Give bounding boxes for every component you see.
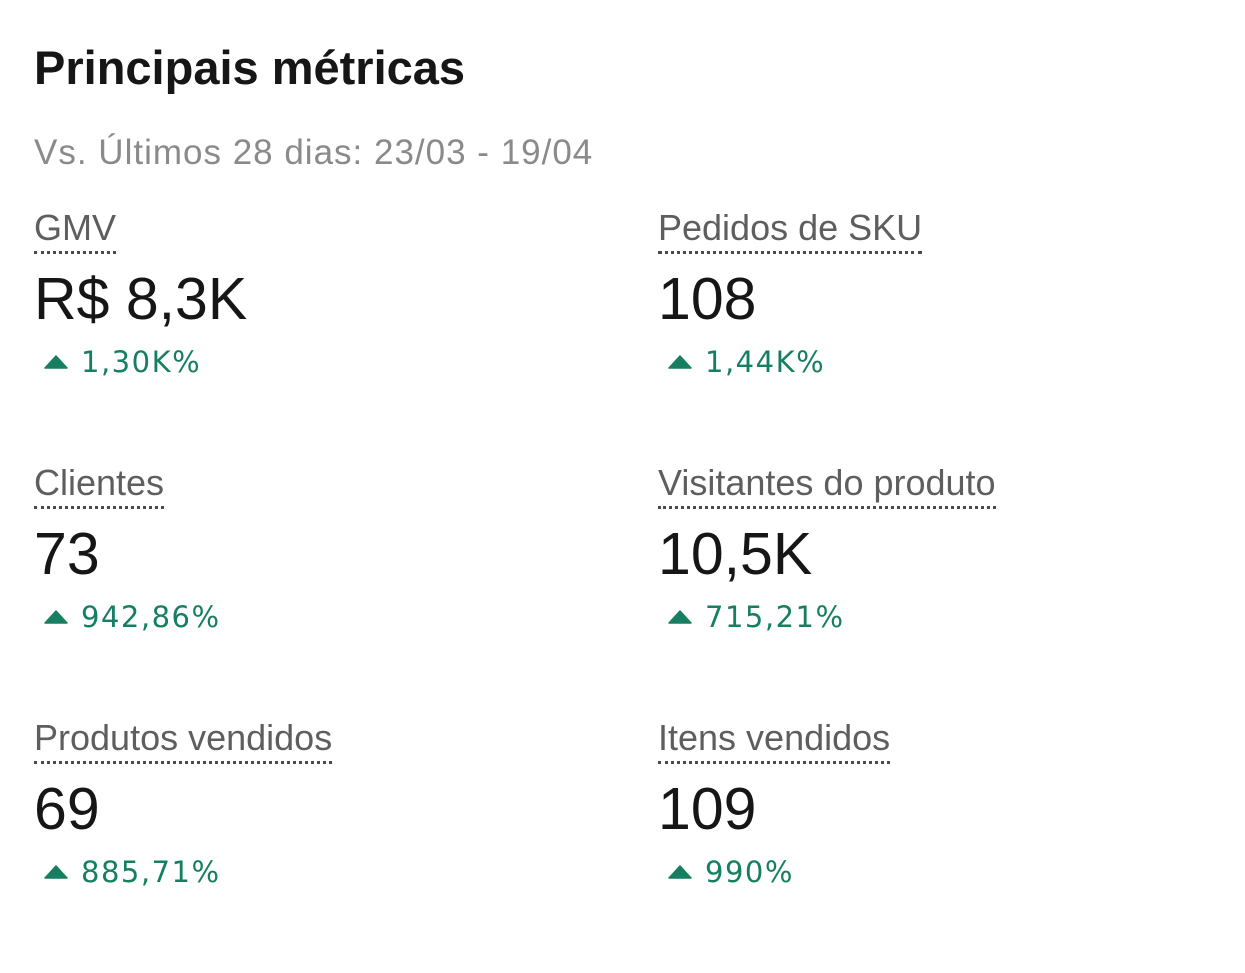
metric-change-text: 1,30K% <box>81 345 202 379</box>
triangle-up-icon <box>44 865 68 879</box>
metric-card-product-visitors[interactable]: Visitantes do produto 10,5K 715,21% <box>658 462 1218 635</box>
comparison-period: Vs. Últimos 28 dias: 23/03 - 19/04 <box>34 133 594 172</box>
metric-card-sku-orders[interactable]: Pedidos de SKU 108 1,44K% <box>658 207 1218 380</box>
metric-label[interactable]: Produtos vendidos <box>34 717 333 764</box>
metric-change: 715,21% <box>668 599 1218 635</box>
metric-value: 69 <box>34 776 100 842</box>
metric-value: 73 <box>34 521 100 587</box>
triangle-up-icon <box>44 355 68 369</box>
metric-change: 885,71% <box>44 854 594 890</box>
metric-change-text: 942,86% <box>81 600 221 634</box>
triangle-up-icon <box>668 355 692 369</box>
metric-card-customers[interactable]: Clientes 73 942,86% <box>34 462 594 635</box>
metric-change: 1,30K% <box>44 344 594 380</box>
metric-label[interactable]: Itens vendidos <box>658 717 891 764</box>
metric-change-text: 715,21% <box>705 600 845 634</box>
metric-change: 942,86% <box>44 599 594 635</box>
metric-value: R$ 8,3K <box>34 266 248 332</box>
page-title: Principais métricas <box>34 41 466 94</box>
metric-label[interactable]: GMV <box>34 207 117 254</box>
metric-value: 109 <box>658 776 757 842</box>
metric-change-text: 1,44K% <box>705 345 826 379</box>
triangle-up-icon <box>668 610 692 624</box>
metric-card-items-sold[interactable]: Itens vendidos 109 990% <box>658 717 1218 890</box>
metric-change: 990% <box>668 854 1218 890</box>
metric-change: 1,44K% <box>668 344 1218 380</box>
metric-change-text: 885,71% <box>81 855 221 889</box>
metric-card-gmv[interactable]: GMV R$ 8,3K 1,30K% <box>34 207 594 380</box>
metric-value: 10,5K <box>658 521 813 587</box>
metric-label[interactable]: Visitantes do produto <box>658 462 996 509</box>
metric-value: 108 <box>658 266 757 332</box>
triangle-up-icon <box>44 610 68 624</box>
metric-change-text: 990% <box>705 855 794 889</box>
metric-label[interactable]: Clientes <box>34 462 165 509</box>
metric-card-products-sold[interactable]: Produtos vendidos 69 885,71% <box>34 717 594 890</box>
triangle-up-icon <box>668 865 692 879</box>
metric-label[interactable]: Pedidos de SKU <box>658 207 923 254</box>
